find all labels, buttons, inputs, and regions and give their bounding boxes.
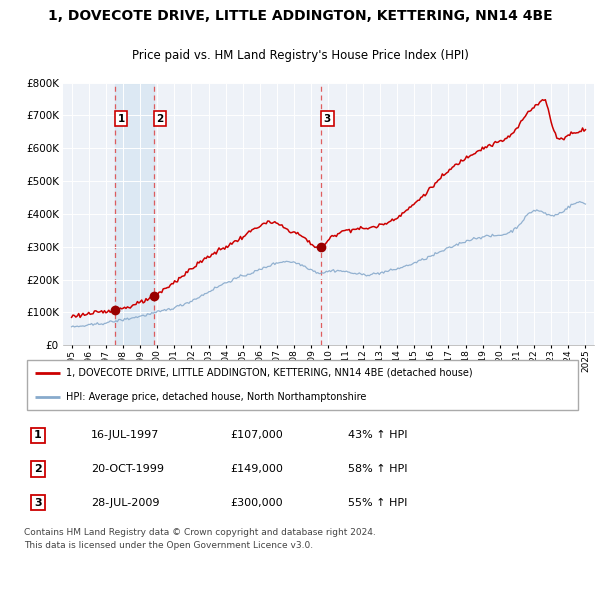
Text: £300,000: £300,000 [230, 498, 283, 507]
Text: Contains HM Land Registry data © Crown copyright and database right 2024.
This d: Contains HM Land Registry data © Crown c… [24, 528, 376, 550]
Text: 1, DOVECOTE DRIVE, LITTLE ADDINGTON, KETTERING, NN14 4BE: 1, DOVECOTE DRIVE, LITTLE ADDINGTON, KET… [47, 9, 553, 23]
Text: £107,000: £107,000 [230, 431, 283, 440]
Text: Price paid vs. HM Land Registry's House Price Index (HPI): Price paid vs. HM Land Registry's House … [131, 49, 469, 62]
Text: 3: 3 [34, 498, 42, 507]
Text: 1: 1 [34, 431, 42, 440]
Text: 58% ↑ HPI: 58% ↑ HPI [347, 464, 407, 474]
Text: 2: 2 [157, 114, 164, 124]
Text: 20-OCT-1999: 20-OCT-1999 [91, 464, 164, 474]
Text: 1: 1 [118, 114, 125, 124]
Text: 16-JUL-1997: 16-JUL-1997 [91, 431, 160, 440]
Text: 3: 3 [324, 114, 331, 124]
Bar [115, 83, 154, 345]
Text: 55% ↑ HPI: 55% ↑ HPI [347, 498, 407, 507]
Text: 28-JUL-2009: 28-JUL-2009 [91, 498, 160, 507]
Text: 1, DOVECOTE DRIVE, LITTLE ADDINGTON, KETTERING, NN14 4BE (detached house): 1, DOVECOTE DRIVE, LITTLE ADDINGTON, KET… [66, 368, 472, 378]
Text: HPI: Average price, detached house, North Northamptonshire: HPI: Average price, detached house, Nort… [66, 392, 366, 402]
Text: £149,000: £149,000 [230, 464, 283, 474]
Text: 43% ↑ HPI: 43% ↑ HPI [347, 431, 407, 440]
FancyBboxPatch shape [27, 360, 578, 410]
Text: 2: 2 [34, 464, 42, 474]
